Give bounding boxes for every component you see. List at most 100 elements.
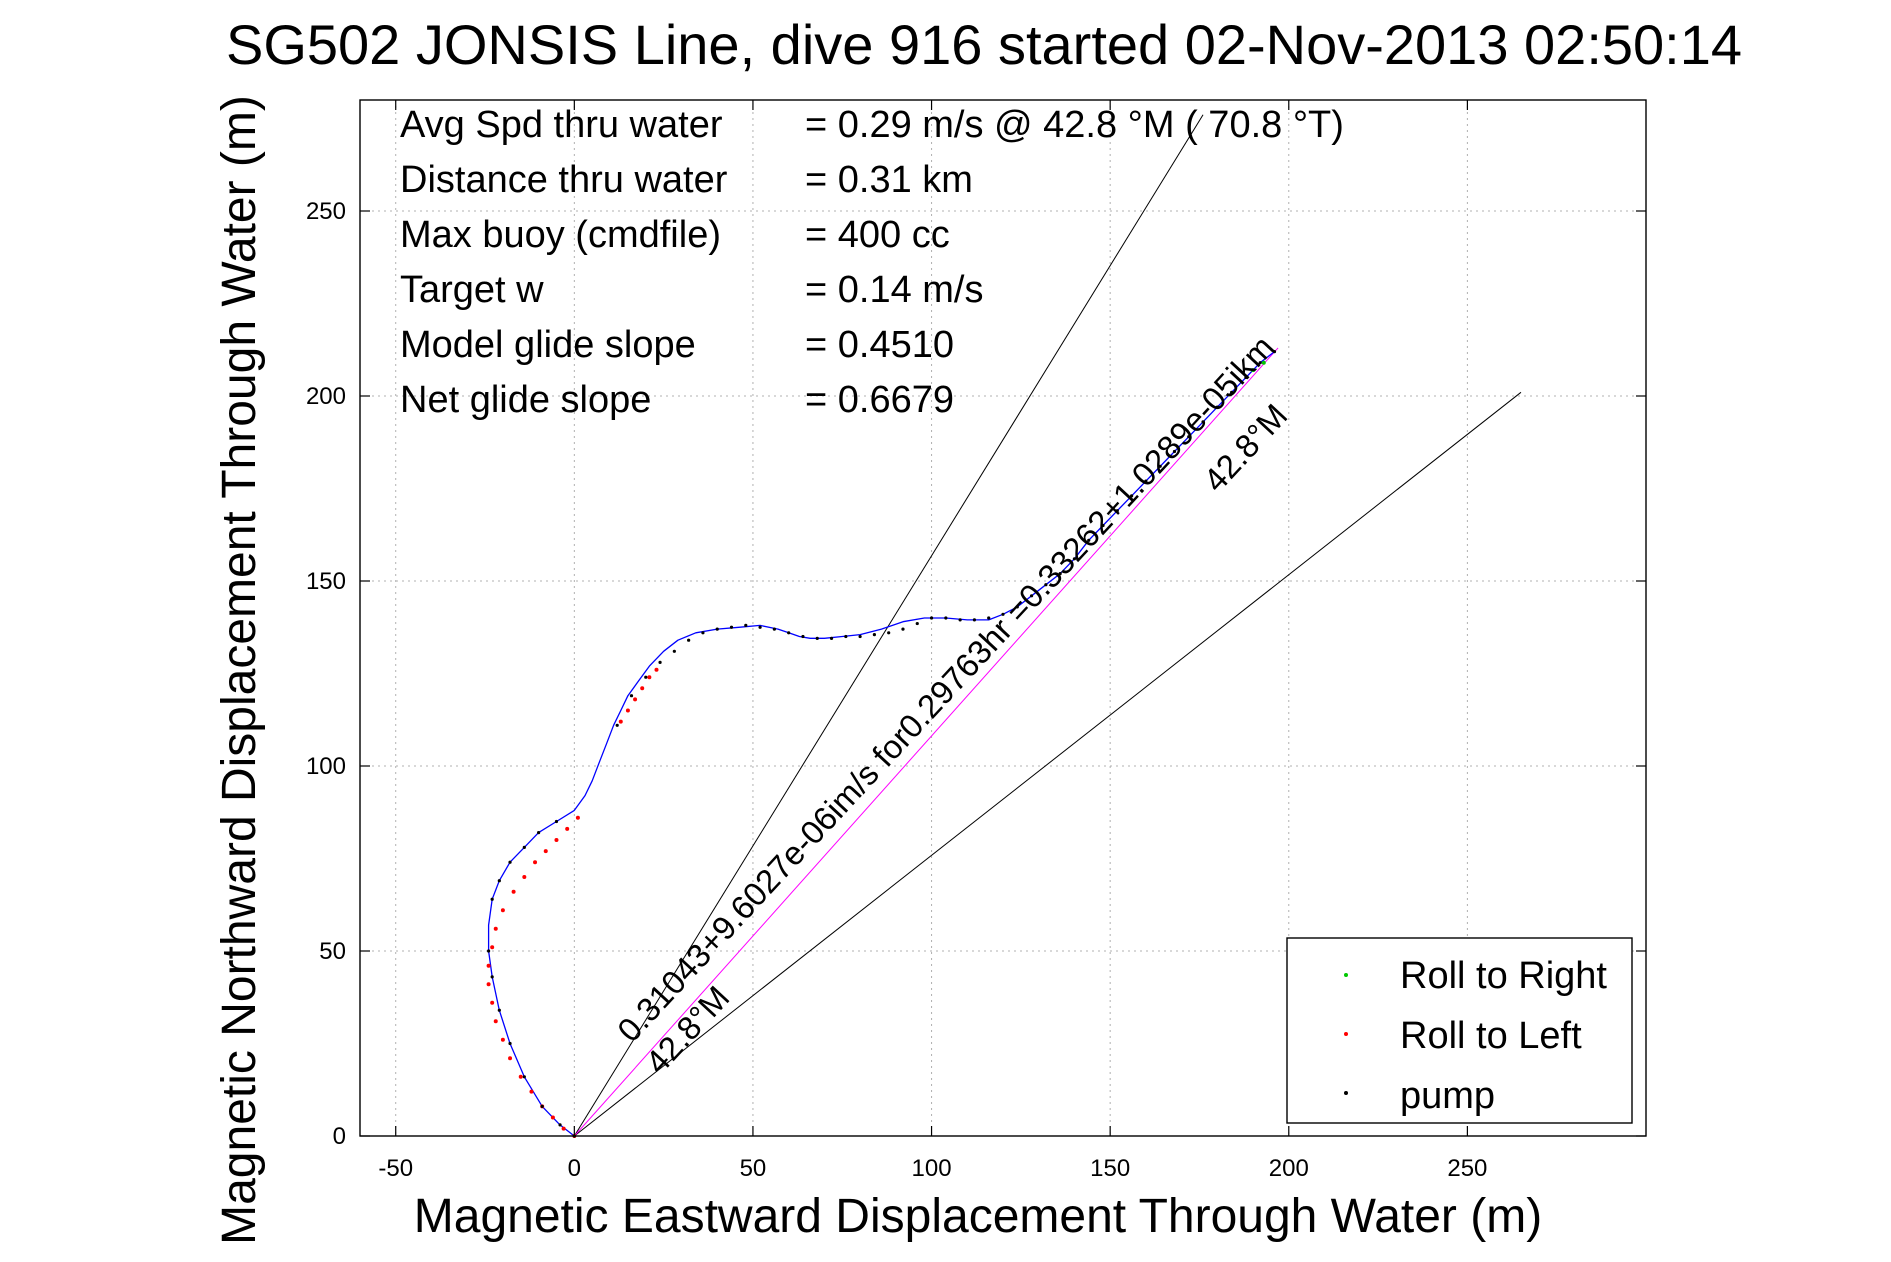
- pump-point: [915, 621, 919, 626]
- stat-label-target-w: Target w: [400, 269, 544, 311]
- stat-value-avg-speed: = 0.29 m/s @ 42.8 °M ( 70.8 °T): [805, 104, 1344, 146]
- pump-point: [508, 1041, 512, 1046]
- roll-right-point: [1261, 360, 1266, 365]
- pump-point: [1115, 509, 1119, 513]
- pump-point: [1058, 572, 1062, 576]
- pump-point: [1272, 350, 1277, 354]
- pump-point: [1072, 557, 1077, 561]
- roll-left-point: [647, 675, 652, 680]
- x-tick-label: -50: [378, 1155, 413, 1182]
- pump-point: [801, 634, 805, 639]
- legend-marker-roll-right: [1344, 973, 1348, 977]
- pump-point: [629, 694, 634, 698]
- pump-point: [787, 631, 791, 635]
- stat-value-model-glide-slope: = 0.4510: [805, 324, 954, 366]
- stat-value-target-w: = 0.14 m/s: [805, 269, 983, 311]
- pump-point: [487, 949, 491, 953]
- series-layer: [487, 351, 1275, 1137]
- plot-area-frame: [359, 99, 1647, 1137]
- pump-point: [522, 1075, 526, 1079]
- y-tick-label: 100: [306, 753, 346, 780]
- y-tick-label: 250: [306, 198, 346, 225]
- roll-left-point: [625, 708, 630, 713]
- pump-point: [1172, 449, 1177, 454]
- pump-point: [972, 618, 977, 622]
- roll-left-point: [640, 686, 645, 691]
- legend-marker-roll-left: [1344, 1032, 1348, 1036]
- pump-point: [540, 1104, 544, 1108]
- roll-left-point: [490, 945, 495, 950]
- series-line-track: [487, 351, 1275, 1137]
- x-tick-label: 100: [912, 1155, 952, 1182]
- stat-value-distance: = 0.31 km: [805, 159, 973, 201]
- legend-label-pump: pump: [1400, 1075, 1495, 1117]
- legend-label-roll-left: Roll to Left: [1400, 1015, 1582, 1057]
- roll-left-point: [522, 875, 527, 879]
- pump-point: [772, 627, 776, 631]
- y-tick-label: 50: [319, 938, 346, 965]
- pump-point: [1029, 594, 1034, 598]
- pump-point: [944, 616, 948, 620]
- roll-left-point: [533, 860, 538, 865]
- x-tick-label: 0: [568, 1155, 581, 1182]
- roll-left-point: [486, 963, 491, 968]
- roll-left-point: [654, 667, 659, 672]
- y-axis-label: Magnetic Northward Displacement Through …: [213, 95, 266, 1245]
- pump-point: [744, 623, 748, 628]
- stats-block: Avg Spd thru water = 0.29 m/s @ 42.8 °M …: [400, 104, 1344, 421]
- roll-left-point: [554, 838, 559, 842]
- roll-left-point: [561, 1126, 566, 1131]
- pump-point: [490, 975, 494, 979]
- pump-point: [701, 631, 705, 635]
- stat-label-net-glide-slope: Net glide slope: [400, 379, 651, 421]
- pump-point: [858, 634, 862, 639]
- pump-point: [1001, 612, 1005, 616]
- stat-value-net-glide-slope: = 0.6679: [805, 379, 954, 421]
- pump-point: [687, 638, 691, 642]
- roll-left-point: [486, 982, 491, 987]
- pump-point: [1258, 361, 1262, 365]
- stat-label-avg-speed: Avg Spd thru water: [400, 104, 723, 146]
- y-tick-label: 200: [306, 383, 346, 410]
- pump-point: [672, 649, 676, 653]
- guide-lines: [573, 114, 1522, 1137]
- pump-point: [758, 625, 762, 629]
- pump-point: [929, 616, 934, 620]
- stat-label-max-buoy: Max buoy (cmdfile): [400, 214, 721, 256]
- pump-point: [987, 616, 991, 620]
- pump-point: [887, 631, 891, 635]
- pump-point: [554, 819, 559, 824]
- roll-left-point: [500, 908, 505, 913]
- pump-point: [715, 627, 719, 631]
- pump-point: [1187, 435, 1191, 439]
- x-tick-label: 50: [740, 1155, 767, 1182]
- x-tick-label: 200: [1269, 1155, 1309, 1182]
- legend-label-roll-right: Roll to Right: [1400, 955, 1607, 997]
- guide-line-lower-bound: [574, 391, 1522, 1137]
- pump-point: [558, 1123, 562, 1127]
- roll-left-point: [508, 1056, 513, 1061]
- stat-label-distance: Distance thru water: [400, 159, 728, 201]
- pump-point: [958, 618, 962, 622]
- pump-point: [490, 897, 494, 901]
- pump-point: [497, 1008, 501, 1012]
- marker-layer: [486, 350, 1277, 1138]
- roll-left-point: [493, 926, 498, 931]
- chart-title: SG502 JONSIS Line, dive 916 started 02-N…: [226, 13, 1742, 76]
- net-displacement-line: [573, 347, 1279, 1137]
- roll-left-point: [500, 1037, 505, 1042]
- y-tick-label: 150: [306, 568, 346, 595]
- roll-left-point: [493, 1019, 498, 1024]
- pump-point: [829, 636, 834, 640]
- roll-left-point: [511, 889, 516, 894]
- pump-point: [1087, 538, 1091, 542]
- roll-left-point: [575, 815, 580, 820]
- pump-point: [1144, 479, 1148, 483]
- pump-point: [1130, 494, 1134, 498]
- legend-marker-pump: [1344, 1091, 1348, 1095]
- y-tick-label: 0: [333, 1123, 346, 1150]
- pump-point: [1158, 464, 1162, 468]
- pump-point: [658, 660, 662, 665]
- pump-point: [1244, 375, 1248, 380]
- roll-left-point: [633, 697, 638, 702]
